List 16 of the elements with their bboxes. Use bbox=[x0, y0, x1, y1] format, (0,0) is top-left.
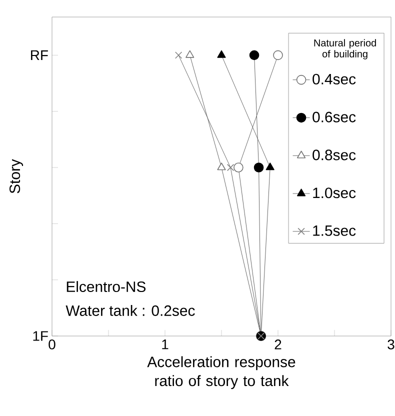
legend-label: 0.8sec bbox=[312, 150, 356, 160]
annotation: Elcentro-NS bbox=[66, 281, 146, 292]
annotation: Water tank : 0.2sec bbox=[66, 304, 195, 316]
x-tick-label: 1 bbox=[162, 340, 168, 350]
y-tick-label: RF bbox=[31, 50, 48, 60]
legend-label: 1.0sec bbox=[313, 188, 356, 198]
x-tick-label: 0 bbox=[48, 340, 56, 350]
legend-label: 1.5sec bbox=[313, 226, 356, 236]
legend-label: 0.4sec bbox=[312, 74, 356, 84]
y-axis-title: Story bbox=[10, 159, 24, 194]
legend-title: Natural period of building bbox=[314, 39, 376, 60]
x-axis-title: Acceleration response ratio of story to tank bbox=[147, 356, 296, 390]
x-tick-label: 3 bbox=[388, 340, 394, 350]
y-tick-label: 1F bbox=[33, 331, 48, 341]
legend-label: 0.6sec bbox=[312, 112, 356, 122]
x-tick-label: 2 bbox=[274, 340, 282, 350]
